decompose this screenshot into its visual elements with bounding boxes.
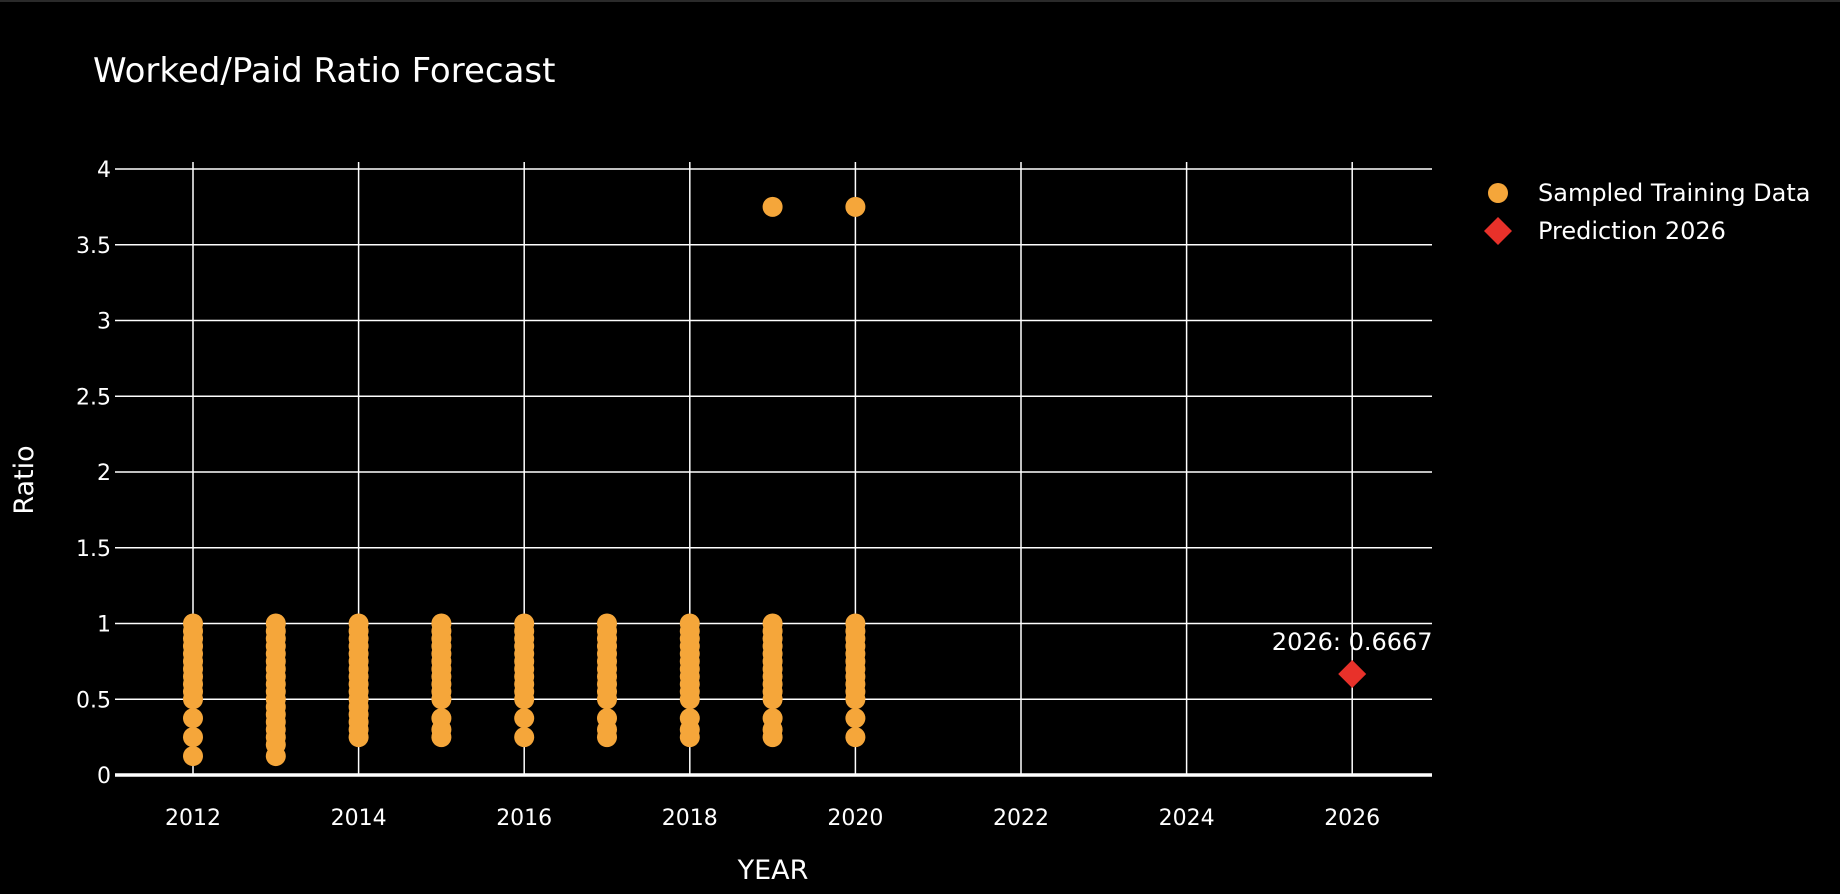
data-point: [431, 708, 452, 729]
x-tick-label: 2020: [827, 806, 883, 831]
data-point: [679, 613, 700, 634]
x-tick-label: 2026: [1324, 806, 1380, 831]
x-tick-label: 2016: [496, 806, 552, 831]
x-tick-label: 2018: [662, 806, 718, 831]
legend-item: Sampled Training Data: [1488, 179, 1810, 207]
y-tick-label: 1: [97, 613, 111, 638]
x-tick-label: 2014: [331, 806, 387, 831]
x-axis-title: YEAR: [737, 855, 809, 886]
legend-label: Prediction 2026: [1538, 217, 1726, 245]
data-point: [514, 613, 535, 634]
data-point: [348, 613, 369, 634]
data-points: [183, 196, 1367, 767]
y-tick-label: 3: [97, 310, 111, 335]
prediction-annotation: 2026: 0.6667: [1272, 628, 1433, 656]
x-axis-ticks: 2012 2014 2016 2018 2020 2022 2024 2026: [165, 806, 1380, 831]
chart-title: Worked/Paid Ratio Forecast: [93, 51, 555, 91]
legend-circle-icon: [1488, 183, 1508, 203]
y-axis-ticks: 0 0.5 1 1.5 2 2.5 3 3.5 4: [76, 158, 111, 789]
y-tick-label: 2.5: [76, 385, 111, 410]
series-diamond: [1338, 659, 1367, 688]
x-tick-label: 2024: [1159, 806, 1215, 831]
data-point: [845, 613, 866, 634]
legend-label: Sampled Training Data: [1538, 179, 1810, 207]
data-point: [762, 708, 783, 729]
data-point: [679, 708, 700, 729]
x-tick-label: 2022: [993, 806, 1049, 831]
data-point: [183, 613, 203, 634]
y-tick-label: 3.5: [76, 234, 111, 259]
data-point: [265, 613, 286, 634]
y-tick-label: 0: [97, 764, 111, 789]
data-point: [845, 727, 866, 748]
prediction-point: [1338, 659, 1367, 688]
data-point: [845, 196, 866, 217]
data-point: [597, 708, 617, 729]
legend: Sampled Training Data Prediction 2026: [1484, 179, 1810, 245]
x-tick-label: 2012: [165, 806, 221, 831]
series-circle: [183, 196, 866, 767]
y-tick-label: 2: [97, 461, 111, 486]
annotations: 2026: 0.6667: [1272, 628, 1433, 656]
data-point: [183, 727, 203, 748]
data-point: [431, 613, 452, 634]
y-tick-label: 4: [97, 158, 111, 183]
data-point: [597, 613, 617, 634]
grid-lines: [115, 162, 1432, 777]
data-point: [183, 708, 203, 729]
y-tick-label: 1.5: [76, 537, 111, 562]
data-point: [514, 708, 535, 729]
legend-diamond-icon: [1484, 217, 1512, 245]
data-point: [762, 613, 783, 634]
data-point: [514, 727, 535, 748]
y-tick-label: 0.5: [76, 688, 111, 713]
legend-item: Prediction 2026: [1484, 217, 1726, 245]
data-point: [762, 196, 783, 217]
data-point: [183, 746, 203, 767]
y-axis-title: Ratio: [9, 445, 40, 514]
data-point: [845, 708, 866, 729]
